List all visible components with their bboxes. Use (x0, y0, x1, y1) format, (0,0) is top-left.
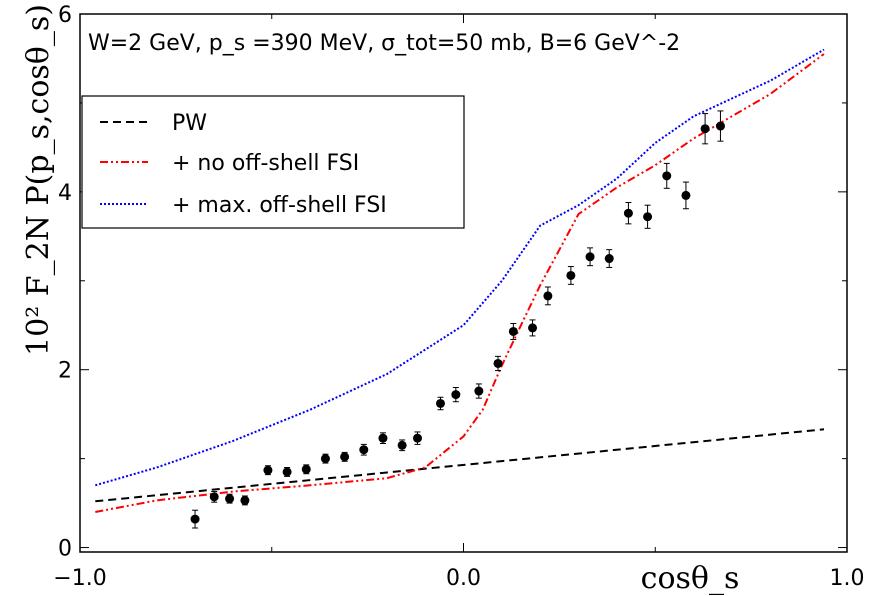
y-tick-label: 4 (58, 181, 72, 206)
y-tick-labels: 0 2 4 6 (58, 3, 72, 562)
data-point (643, 212, 653, 222)
data-point (378, 433, 388, 443)
data-point (263, 465, 273, 475)
x-axis-label: cosθ_s (641, 561, 740, 596)
data-point (209, 492, 219, 502)
y-axis-label: 10² F_2N P(p_s,cosθ_s) (21, 4, 56, 356)
x-tick-label: 0.0 (446, 566, 481, 591)
series-layer (95, 48, 825, 513)
data-point (320, 454, 330, 464)
chart-title: W=2 GeV, p_s =390 MeV, σ_tot=50 mb, B=6 … (88, 31, 680, 56)
data-point (543, 291, 553, 301)
data-point (397, 440, 407, 450)
data-points (190, 110, 725, 529)
x-tick-label: 1.0 (830, 566, 865, 591)
data-point (240, 495, 250, 505)
data-point (681, 190, 691, 200)
data-point (340, 452, 350, 462)
data-point (508, 326, 518, 336)
y-tick-label: 0 (58, 537, 72, 562)
legend-label-max-offshell: + max. off-shell FSI (172, 193, 387, 218)
legend: PW + no off-shell FSI + max. off-shell F… (81, 95, 465, 229)
data-point (225, 494, 235, 504)
data-point (700, 124, 710, 134)
data-point (359, 445, 369, 455)
series-max-offshell-fsi-line (95, 48, 825, 487)
data-point (528, 323, 538, 333)
x-tick-label: −1.0 (53, 566, 106, 591)
data-point (435, 398, 445, 408)
data-point (493, 358, 503, 368)
x-tick-labels: −1.0 0.0 1.0 (53, 566, 864, 591)
data-point (451, 390, 461, 400)
data-point (604, 254, 614, 264)
legend-label-pw: PW (172, 111, 207, 136)
series-pw-line (95, 428, 825, 503)
data-point (623, 208, 633, 218)
data-point (585, 252, 595, 262)
data-point (412, 433, 422, 443)
axis-ticks (79, 13, 848, 552)
data-point (566, 270, 576, 280)
series-no-offshell-fsi-line (95, 53, 825, 513)
data-point (190, 514, 200, 524)
legend-label-no-offshell: + no off-shell FSI (172, 151, 359, 176)
data-point (662, 171, 672, 181)
data-point (301, 464, 311, 474)
y-tick-label: 2 (58, 359, 72, 384)
data-point (282, 467, 292, 477)
plot-frame (79, 13, 848, 553)
y-tick-label: 6 (58, 3, 72, 28)
data-point (715, 121, 725, 131)
data-point (474, 386, 484, 396)
